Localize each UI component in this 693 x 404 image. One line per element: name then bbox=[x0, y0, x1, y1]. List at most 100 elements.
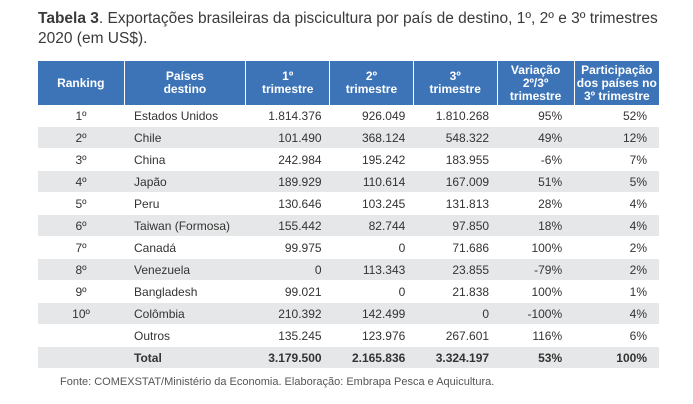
header-paises-line2: destino bbox=[163, 82, 207, 96]
header-t2-line1: 2º bbox=[365, 69, 377, 83]
cell-t1: 135.245 bbox=[245, 324, 330, 347]
cell-t1: 189.929 bbox=[245, 170, 330, 193]
cell-variacao: 100% bbox=[497, 280, 575, 303]
cell-variacao: 18% bbox=[497, 214, 575, 237]
cell-t1: 99.975 bbox=[245, 236, 330, 259]
cell-variacao: -6% bbox=[497, 148, 575, 171]
header-variacao-line2: 2º/3º bbox=[522, 75, 549, 90]
cell-t1: 155.442 bbox=[245, 214, 330, 237]
header-paises: Países destino bbox=[124, 61, 247, 105]
cell-pais: Chile bbox=[124, 126, 246, 149]
cell-variacao: 28% bbox=[497, 192, 575, 215]
header-participacao-line2: dos países no bbox=[576, 75, 657, 90]
cell-ranking: 7º bbox=[38, 236, 125, 259]
cell-pais: China bbox=[124, 148, 246, 171]
source-note: Fonte: COMEXSTAT/Ministério da Economia.… bbox=[60, 376, 495, 388]
table-row: 9º Bangladesh 99.021 0 21.838 100% 1% bbox=[38, 280, 659, 303]
cell-participacao: 100% bbox=[574, 346, 659, 369]
cell-pais: Japão bbox=[124, 170, 246, 193]
header-variacao-line3: trimestre bbox=[509, 88, 562, 103]
total-row: Total 3.179.500 2.165.836 3.324.197 53% 100% bbox=[38, 346, 659, 369]
table-row: 1º Estados Unidos 1.814.376 926.049 1.810.26… bbox=[38, 105, 659, 127]
cell-ranking bbox=[38, 346, 125, 369]
cell-participacao: 7% bbox=[574, 148, 659, 171]
table-header: Ranking Países destino 1º trimestre 2º trim… bbox=[38, 61, 659, 105]
header-t3-line2: trimestre bbox=[429, 82, 481, 96]
caption-label: Tabela 3 bbox=[38, 10, 99, 27]
cell-t2: 0 bbox=[329, 280, 414, 303]
cell-variacao: 95% bbox=[497, 105, 575, 127]
table-row: 4º Japão 189.929 110.614 167.009 51% 5% bbox=[38, 170, 659, 193]
header-t3-line1: 3º bbox=[449, 69, 461, 83]
cell-t2: 926.049 bbox=[329, 105, 414, 127]
header-t1-line2: trimestre bbox=[262, 82, 314, 96]
cell-t3: 183.955 bbox=[413, 148, 498, 171]
cell-t2: 142.499 bbox=[329, 302, 414, 325]
cell-ranking: 8º bbox=[38, 258, 125, 281]
cell-t3: 71.686 bbox=[413, 236, 498, 259]
cell-pais: Outros bbox=[124, 324, 246, 347]
header-t1-line1: 1º bbox=[282, 69, 294, 83]
cell-pais: Total bbox=[124, 346, 246, 369]
cell-ranking: 2º bbox=[38, 126, 125, 149]
cell-t3: 97.850 bbox=[413, 214, 498, 237]
header-ranking-label: Ranking bbox=[57, 75, 105, 90]
header-t1: 1º trimestre bbox=[245, 61, 331, 105]
header-t2: 2º trimestre bbox=[329, 61, 414, 105]
table-row: 7º Canadá 99.975 0 71.686 100% 2% bbox=[38, 236, 659, 259]
cell-t2: 0 bbox=[329, 236, 414, 259]
cell-t1: 130.646 bbox=[245, 192, 330, 215]
cell-participacao: 2% bbox=[574, 236, 659, 259]
cell-pais: Canadá bbox=[124, 236, 246, 259]
cell-t1: 3.179.500 bbox=[245, 346, 330, 369]
cell-t3: 267.601 bbox=[413, 324, 498, 347]
cell-t2: 195.242 bbox=[329, 148, 414, 171]
cell-variacao: -79% bbox=[497, 258, 575, 281]
cell-t1: 1.814.376 bbox=[245, 105, 330, 127]
cell-pais: Estados Unidos bbox=[124, 105, 246, 127]
cell-t2: 123.976 bbox=[329, 324, 414, 347]
cell-t3: 0 bbox=[413, 302, 498, 325]
table-caption: Tabela 3. Exportações brasileiras da pis… bbox=[38, 9, 678, 49]
table-body: 1º Estados Unidos 1.814.376 926.049 1.810.26… bbox=[38, 105, 659, 369]
cell-t2: 110.614 bbox=[329, 170, 414, 193]
exports-table: Ranking Países destino 1º trimestre 2º trim… bbox=[38, 61, 659, 369]
cell-participacao: 1% bbox=[574, 280, 659, 303]
cell-ranking bbox=[38, 324, 125, 347]
cell-t2: 113.343 bbox=[329, 258, 414, 281]
cell-t1: 101.490 bbox=[245, 126, 330, 149]
cell-t1: 242.984 bbox=[245, 148, 330, 171]
header-t3: 3º trimestre bbox=[413, 61, 498, 105]
cell-ranking: 4º bbox=[38, 170, 125, 193]
cell-t3: 23.855 bbox=[413, 258, 498, 281]
cell-t3: 1.810.268 bbox=[413, 105, 498, 127]
header-participacao-line3: 3º trimestre bbox=[583, 88, 650, 103]
cell-participacao: 6% bbox=[574, 324, 659, 347]
table-row: 3º China 242.984 195.242 183.955 -6% 7% bbox=[38, 148, 659, 171]
caption-text: . Exportações brasileiras da piscicultur… bbox=[38, 10, 658, 47]
cell-t2: 103.245 bbox=[329, 192, 414, 215]
cell-t2: 82.744 bbox=[329, 214, 414, 237]
cell-pais: Taiwan (Formosa) bbox=[124, 214, 246, 237]
cell-pais: Colômbia bbox=[124, 302, 246, 325]
header-t2-line2: trimestre bbox=[345, 82, 398, 96]
cell-ranking: 9º bbox=[38, 280, 125, 303]
cell-variacao: 53% bbox=[497, 346, 575, 369]
cell-participacao: 4% bbox=[574, 192, 659, 215]
cell-ranking: 5º bbox=[38, 192, 125, 215]
cell-variacao: 49% bbox=[497, 126, 575, 149]
cell-pais: Venezuela bbox=[124, 258, 246, 281]
cell-ranking: 1º bbox=[38, 105, 125, 127]
table-row: 10º Colômbia 210.392 142.499 0 -100% 4% bbox=[38, 302, 659, 325]
header-participacao-line1: Participação bbox=[581, 62, 653, 77]
cell-t3: 3.324.197 bbox=[413, 346, 498, 369]
header-paises-line1: Países bbox=[165, 69, 204, 83]
cell-variacao: 100% bbox=[497, 236, 575, 259]
cell-participacao: 4% bbox=[574, 214, 659, 237]
cell-t2: 368.124 bbox=[329, 126, 414, 149]
header-variacao: Variação 2º/3º trimestre bbox=[497, 61, 575, 105]
cell-participacao: 5% bbox=[574, 170, 659, 193]
table-row: Outros 135.245 123.976 267.601 116% 6% bbox=[38, 324, 659, 347]
cell-t3: 21.838 bbox=[413, 280, 498, 303]
table-row: 5º Peru 130.646 103.245 131.813 28% 4% bbox=[38, 192, 659, 215]
